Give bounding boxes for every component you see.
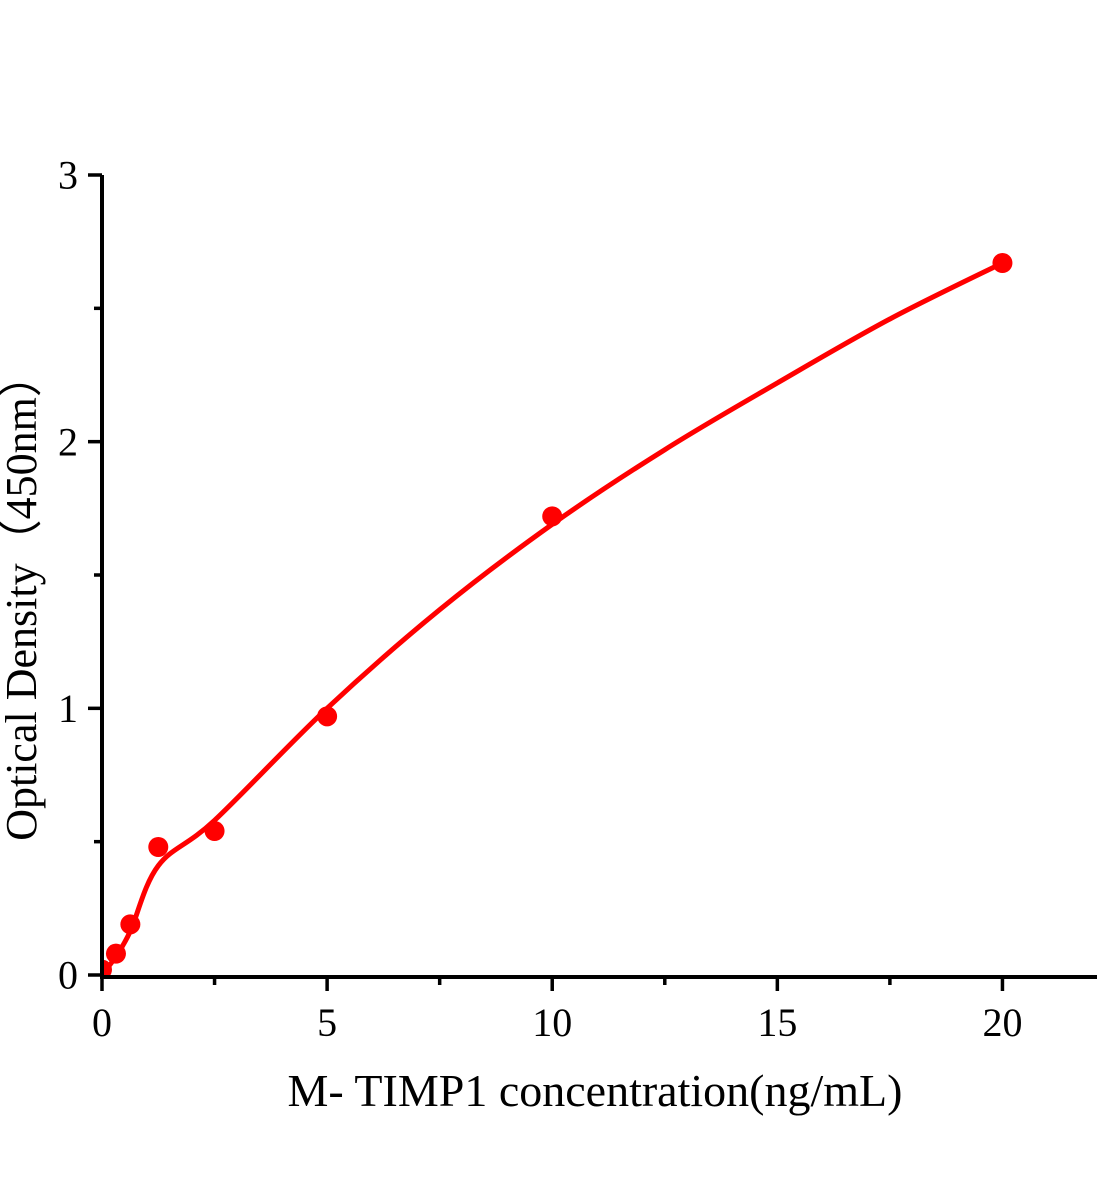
x-tick-label-5: 5 bbox=[317, 1000, 337, 1045]
data-point-2 bbox=[120, 914, 141, 935]
y-axis-title: Optical Density（450nm） bbox=[0, 353, 46, 841]
x-tick-label-15: 15 bbox=[757, 1000, 797, 1045]
data-point-3 bbox=[148, 837, 169, 857]
fit-curve bbox=[102, 260, 1005, 978]
data-point-6 bbox=[542, 506, 563, 527]
y-tick-label-3: 3 bbox=[58, 153, 78, 198]
x-tick-label-0: 0 bbox=[92, 1000, 112, 1045]
y-tick-label-0: 0 bbox=[58, 953, 78, 998]
y-tick-label-2: 2 bbox=[58, 419, 78, 464]
x-axis-title: M- TIMP1 concentration(ng/mL) bbox=[288, 1065, 903, 1116]
tick-labels: 0 1 2 3 0 5 10 15 20 bbox=[58, 153, 1022, 1045]
data-point-5 bbox=[317, 706, 338, 727]
data-point-0 bbox=[102, 959, 112, 978]
axes bbox=[100, 175, 1097, 979]
data-point-1 bbox=[105, 943, 126, 964]
data-point-7 bbox=[992, 253, 1013, 273]
data-point-4 bbox=[204, 821, 225, 841]
ticks bbox=[88, 173, 1005, 991]
series-0 bbox=[102, 253, 1013, 978]
y-tick-label-1: 1 bbox=[58, 686, 78, 731]
x-tick-label-20: 20 bbox=[982, 1000, 1022, 1045]
x-tick-label-10: 10 bbox=[532, 1000, 572, 1045]
